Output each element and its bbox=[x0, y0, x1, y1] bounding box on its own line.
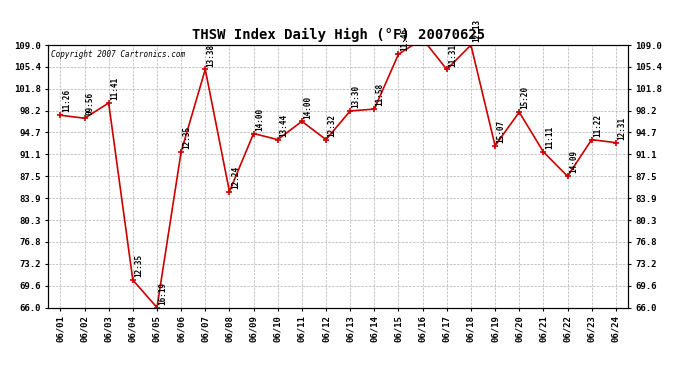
Text: 14:00: 14:00 bbox=[304, 95, 313, 118]
Text: 11:22: 11:22 bbox=[593, 114, 602, 137]
Text: 13:44: 13:44 bbox=[279, 114, 288, 137]
Text: 11:26: 11:26 bbox=[62, 89, 71, 112]
Text: 12:35: 12:35 bbox=[135, 254, 144, 277]
Text: 15:20: 15:20 bbox=[521, 86, 530, 109]
Text: 14:00: 14:00 bbox=[255, 108, 264, 131]
Text: 16:19: 16:19 bbox=[159, 282, 168, 305]
Text: 13:38: 13:38 bbox=[207, 44, 216, 67]
Text: 11:46: 11:46 bbox=[400, 28, 409, 51]
Text: 13:30: 13:30 bbox=[352, 85, 361, 108]
Text: 12:35: 12:35 bbox=[183, 126, 192, 149]
Text: 12:47: 12:47 bbox=[0, 374, 1, 375]
Text: 09:56: 09:56 bbox=[86, 92, 95, 116]
Text: 15:07: 15:07 bbox=[497, 120, 506, 143]
Text: 11:31: 11:31 bbox=[448, 44, 457, 67]
Text: 14:09: 14:09 bbox=[569, 150, 578, 174]
Text: 12:31: 12:31 bbox=[618, 117, 627, 140]
Text: 11:58: 11:58 bbox=[376, 83, 385, 106]
Text: 11:41: 11:41 bbox=[110, 77, 119, 100]
Title: THSW Index Daily High (°F) 20070625: THSW Index Daily High (°F) 20070625 bbox=[192, 28, 484, 42]
Text: Copyright 2007 Cartronics.com: Copyright 2007 Cartronics.com bbox=[51, 50, 186, 59]
Text: 12:24: 12:24 bbox=[231, 166, 240, 189]
Text: 12:32: 12:32 bbox=[328, 114, 337, 137]
Text: 11:11: 11:11 bbox=[545, 126, 554, 149]
Text: 12:13: 12:13 bbox=[473, 19, 482, 42]
